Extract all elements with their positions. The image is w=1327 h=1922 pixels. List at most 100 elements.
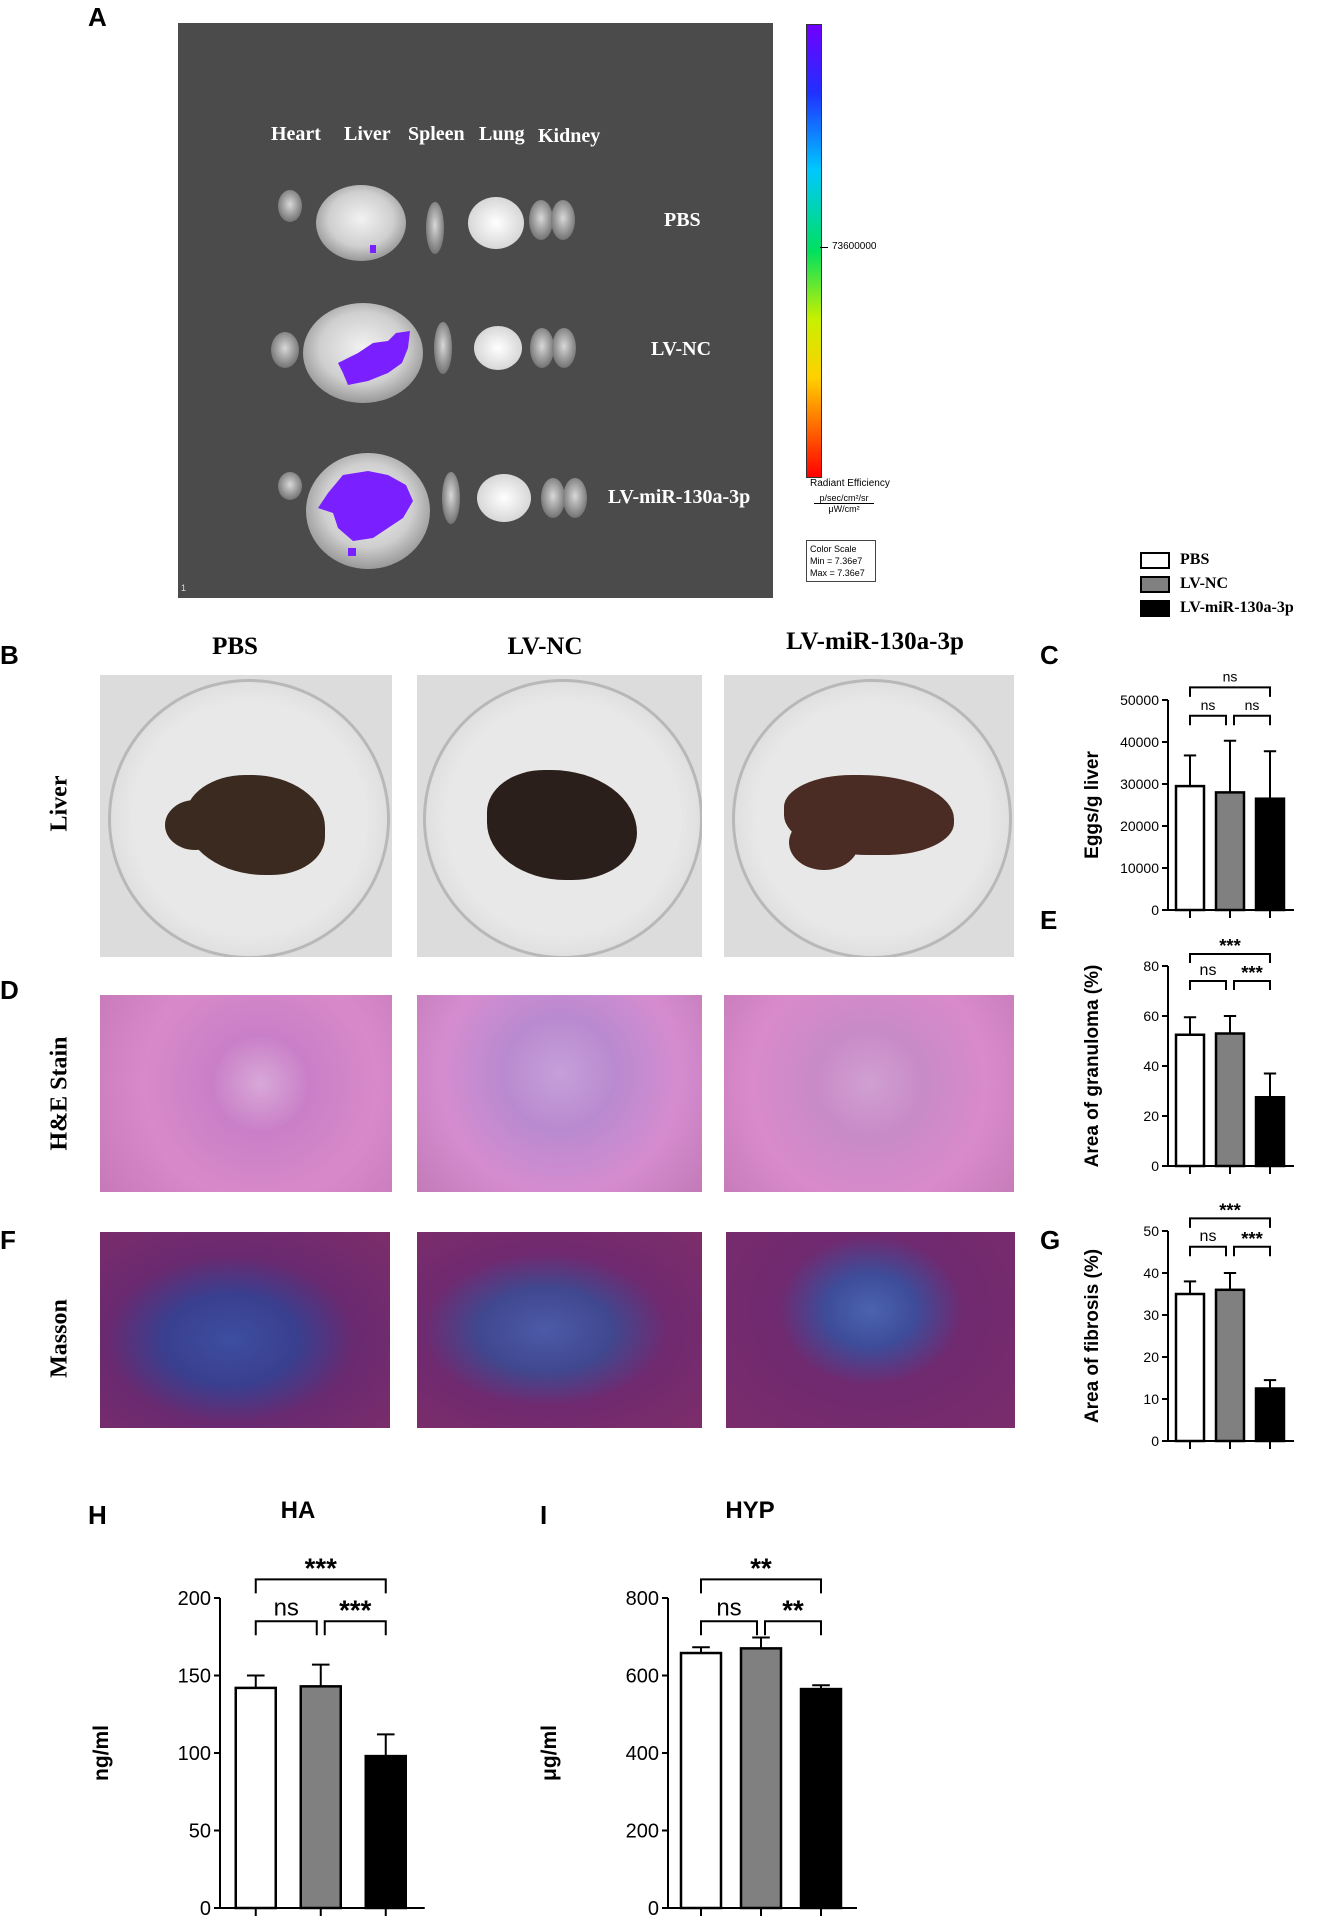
y-tick-label: 50000 [1120, 692, 1159, 708]
significance-bracket-2 [1189, 686, 1271, 697]
y-tick-label: 600 [626, 1666, 659, 1688]
signal-lvnc [338, 331, 410, 385]
spleen-mir [442, 472, 460, 524]
heart-mir [278, 472, 302, 500]
significance-label-1: *** [1241, 1228, 1263, 1249]
y-tick-label: 150 [178, 1666, 211, 1688]
liver-pbs [316, 185, 406, 261]
y-axis-label: μg/ml [538, 1725, 561, 1781]
masson-stain-pbs [100, 1232, 390, 1428]
kidney-mir-1 [541, 478, 565, 518]
y-tick-label: 20 [1143, 1349, 1159, 1365]
y-tick-label: 30 [1143, 1307, 1159, 1323]
y-tick-label: 0 [200, 1898, 211, 1920]
kidney-lvnc-2 [552, 328, 576, 368]
panel-letter-g: G [1040, 1225, 1061, 1255]
y-axis-label: Eggs/g liver [1082, 751, 1103, 859]
bar-1 [739, 1647, 783, 1910]
legend-label-lvnc: LV-NC [1180, 575, 1229, 592]
kidney-lvnc-1 [530, 328, 554, 368]
bar-2 [1254, 797, 1286, 912]
bar-1 [1214, 791, 1246, 912]
scale-tick-mark [820, 247, 828, 248]
radiant-efficiency-title: Radiant Efficiency [810, 478, 890, 489]
scale-tick-label: 73600000 [832, 241, 877, 252]
chart-title: HYP [725, 1497, 774, 1524]
bar-2 [364, 1754, 407, 1910]
significance-label-0: ns [716, 1594, 741, 1621]
kidney-pbs-1 [529, 200, 553, 240]
organ-label-kidney: Kidney [538, 125, 601, 147]
bar-0 [1174, 1033, 1206, 1168]
heart-pbs [278, 190, 302, 222]
significance-label-1: ns [1245, 697, 1260, 713]
significance-bracket-1 [1233, 1245, 1271, 1257]
column-header-mir: LV-miR-130a-3p [786, 628, 964, 655]
y-tick-label: 20 [1143, 1108, 1159, 1124]
liver-photo-pbs [100, 675, 392, 957]
y-tick-label: 0 [1151, 1433, 1159, 1449]
liver-photo-lvnc [417, 675, 702, 957]
organ-label-lung: Lung [479, 123, 525, 145]
significance-bracket-0 [1189, 1245, 1227, 1257]
y-tick-label: 80 [1143, 958, 1159, 974]
organ-label-heart: Heart [271, 123, 321, 145]
legend-swatch-mir [1140, 599, 1170, 617]
kidney-pbs-2 [551, 200, 575, 240]
panel-letter-a: A [88, 2, 107, 32]
significance-label-2: ns [1223, 668, 1238, 684]
color-scale-title: Color Scale [810, 544, 857, 554]
ivis-organs-svg [271, 185, 587, 569]
organ-label-liver: Liver [344, 123, 391, 145]
legend-label-pbs: PBS [1180, 551, 1210, 568]
significance-label-2: *** [1219, 935, 1241, 956]
y-tick-label: 10000 [1120, 860, 1159, 876]
y-tick-label: 30000 [1120, 776, 1159, 792]
group-label-lvnc: LV-NC [651, 338, 712, 360]
y-tick-label: 200 [178, 1588, 211, 1610]
corner-mark: 1 [181, 583, 187, 593]
significance-label-0: ns [274, 1594, 299, 1621]
color-scale-bar [806, 24, 822, 478]
significance-label-0: ns [1200, 962, 1217, 979]
y-tick-label: 50 [1143, 1223, 1159, 1239]
panel-letter-c: C [1040, 640, 1059, 670]
legend-item-lvnc: LV-NC [1140, 572, 1294, 596]
significance-bracket-1 [323, 1620, 387, 1636]
significance-label-1: *** [1241, 962, 1263, 983]
legend-item-pbs: PBS [1140, 548, 1294, 572]
legend-swatch-pbs [1140, 551, 1170, 569]
y-tick-label: 50 [189, 1821, 211, 1843]
significance-bracket-0 [254, 1620, 318, 1636]
radiant-unit-top: p/sec/cm²/sr [814, 493, 874, 504]
y-tick-label: 0 [648, 1898, 659, 1920]
bar-0 [1174, 784, 1206, 912]
significance-label-1: *** [339, 1594, 371, 1625]
bar-0 [234, 1686, 277, 1910]
heart-lvnc [271, 332, 299, 368]
group-label-mir: LV-miR-130a-3p [608, 486, 751, 508]
bar-0 [679, 1651, 723, 1910]
y-tick-label: 10 [1143, 1391, 1159, 1407]
y-tick-label: 0 [1151, 902, 1159, 918]
significance-bracket-0 [700, 1620, 758, 1636]
group-label-pbs: PBS [664, 209, 701, 231]
significance-bracket-1 [1233, 714, 1271, 726]
legend-swatch-lvnc [1140, 575, 1170, 593]
lung-mir [477, 474, 531, 522]
bar-0 [1174, 1292, 1206, 1443]
y-tick-label: 20000 [1120, 818, 1159, 834]
color-scale-box: Color Scale Min = 7.36e7 Max = 7.36e7 [806, 540, 876, 582]
significance-bracket-1 [764, 1620, 822, 1636]
significance-bracket-0 [1189, 714, 1227, 726]
significance-label-1: ** [782, 1594, 804, 1625]
significance-bracket-2 [1189, 1217, 1271, 1228]
color-scale-max: Max = 7.36e7 [810, 568, 865, 578]
column-header-pbs: PBS [212, 633, 258, 660]
spleen-pbs [426, 202, 444, 254]
panel-letter-e: E [1040, 905, 1058, 935]
organ-label-spleen: Spleen [408, 123, 465, 145]
liver-photo-mir [724, 675, 1014, 957]
